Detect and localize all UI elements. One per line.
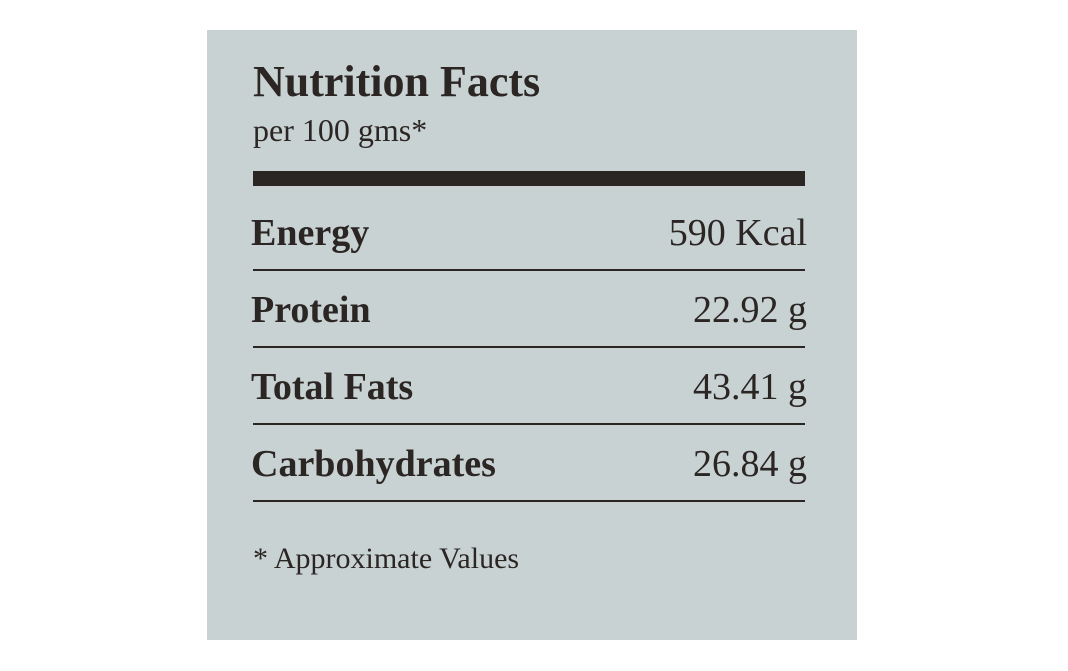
footnote: * Approximate Values: [253, 542, 520, 575]
title: Nutrition Facts: [253, 57, 541, 106]
row-value: 590 Kcal: [668, 212, 807, 254]
row-label: Protein: [251, 289, 371, 331]
row-rule: [253, 423, 805, 425]
subtitle: per 100 gms*: [253, 112, 428, 148]
row-value: 26.84 g: [693, 443, 807, 485]
row-label: Energy: [251, 212, 370, 254]
header-bar: [253, 171, 805, 186]
row-label: Total Fats: [251, 366, 414, 408]
row-rule: [253, 500, 805, 502]
row-label: Carbohydrates: [251, 443, 496, 485]
row-value: 22.92 g: [693, 289, 807, 331]
row-rule: [253, 269, 805, 271]
row-value: 43.41 g: [693, 366, 807, 408]
nutrition-panel: Nutrition Facts per 100 gms* * Approxima…: [207, 30, 857, 640]
row-rule: [253, 346, 805, 348]
